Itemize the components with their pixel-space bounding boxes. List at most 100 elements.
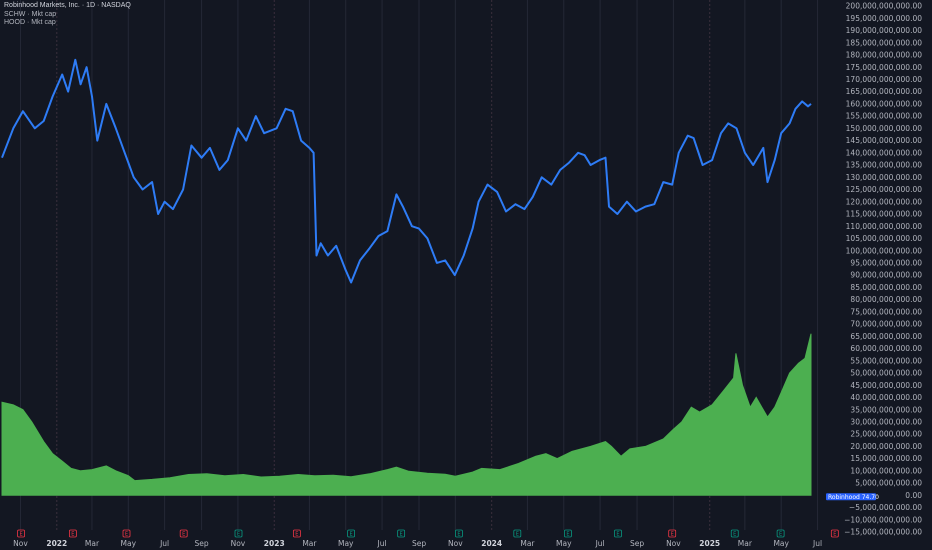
current-value-text: Robinhood 74.70 [828, 494, 879, 501]
y-tick-label: 180,000,000,000.00 [846, 51, 923, 60]
earnings-marker[interactable]: E [17, 529, 25, 538]
earnings-letter: E [566, 532, 569, 538]
earnings-badge [17, 529, 25, 538]
earnings-letter: E [19, 532, 22, 538]
x-tick-label: Mar [738, 539, 753, 548]
earnings-letter: E [616, 532, 619, 538]
earnings-letter: E [71, 532, 74, 538]
earnings-marker[interactable]: E [122, 529, 131, 538]
y-tick-label: 70,000,000,000.00 [850, 320, 922, 329]
earnings-marker[interactable]: E [234, 529, 243, 538]
earnings-badge [292, 529, 301, 538]
y-tick-label: 80,000,000,000.00 [850, 295, 922, 304]
y-tick-label: 45,000,000,000.00 [850, 381, 922, 390]
x-tick-label: May [773, 539, 789, 548]
x-tick-label: Sep [630, 539, 644, 548]
earnings-marker[interactable]: E [668, 529, 677, 538]
chart-legend: Robinhood Markets, Inc. · 1D · NASDAQ SC… [4, 2, 131, 28]
y-tick-label: 170,000,000,000.00 [846, 75, 923, 84]
y-tick-label: 190,000,000,000.00 [846, 26, 923, 35]
current-value-label [826, 493, 876, 501]
legend-series-hood[interactable]: HOOD · Mkt cap [4, 19, 56, 26]
earnings-marker[interactable]: E [830, 529, 839, 538]
earnings-marker[interactable]: E [730, 529, 739, 538]
earnings-marker[interactable]: E [68, 529, 77, 538]
earnings-badge [179, 529, 188, 538]
price-axis[interactable]: 200,000,000,000.00 195,000,000,000.00 190,… [826, 2, 922, 537]
x-tick-label: Jul [377, 539, 387, 548]
x-tick-label: May [121, 539, 137, 548]
y-tick-label: 145,000,000,000.00 [846, 136, 923, 145]
y-tick-label: 20,000,000,000.00 [850, 442, 922, 451]
x-tick-label: 2022 [46, 539, 67, 548]
earnings-letter: E [516, 532, 519, 538]
y-tick-label: −10,000,000,000.00 [844, 515, 922, 524]
earnings-letter: E [833, 532, 836, 538]
y-tick-label: 85,000,000,000.00 [850, 283, 922, 292]
legend-series-schw[interactable]: SCHW · Mkt cap [4, 10, 57, 18]
earnings-badge [122, 529, 131, 538]
earnings-badge [614, 529, 622, 538]
y-tick-label: 35,000,000,000.00 [850, 405, 922, 414]
schw-series [1, 58, 812, 284]
earnings-badge [776, 529, 785, 538]
y-tick-label: 25,000,000,000.00 [850, 430, 922, 439]
earnings-badge [830, 529, 839, 538]
earnings-badge [347, 529, 355, 538]
y-tick-label: 150,000,000,000.00 [846, 124, 923, 133]
earnings-letter: E [182, 532, 185, 538]
earnings-marker[interactable]: E [397, 529, 406, 538]
x-tick-label: Nov [666, 539, 681, 548]
y-tick-label: 50,000,000,000.00 [850, 369, 922, 378]
earnings-marker[interactable]: E [347, 529, 355, 538]
y-tick-label: 15,000,000,000.00 [850, 454, 922, 463]
earnings-marker[interactable]: E [564, 529, 572, 538]
y-tick-label: 200,000,000,000.00 [846, 2, 923, 11]
x-tick-label: Sep [194, 539, 208, 548]
x-tick-label: May [338, 539, 354, 548]
earnings-letter: E [295, 532, 298, 538]
x-tick-label: Jul [595, 539, 605, 548]
earnings-letter: E [237, 532, 240, 538]
y-tick-label: −5,000,000,000.00 [849, 503, 922, 512]
y-tick-label: 40,000,000,000.00 [850, 393, 922, 402]
earnings-marker[interactable]: E [455, 529, 463, 538]
y-tick-label: 90,000,000,000.00 [850, 271, 922, 280]
y-tick-label: 130,000,000,000.00 [846, 173, 923, 182]
y-tick-label: 140,000,000,000.00 [846, 148, 923, 157]
y-tick-label: −15,000,000,000.00 [844, 528, 922, 537]
earnings-marker[interactable]: E [179, 529, 188, 538]
y-tick-label: 175,000,000,000.00 [846, 63, 923, 72]
earnings-badge [513, 529, 522, 538]
earnings-letter: E [671, 532, 674, 538]
y-tick-label: 125,000,000,000.00 [846, 185, 923, 194]
y-tick-label: 105,000,000,000.00 [846, 234, 923, 243]
y-tick-label: 5,000,000,000.00 [855, 479, 922, 488]
earnings-marker[interactable]: E [513, 529, 522, 538]
earnings-badge [668, 529, 677, 538]
earnings-badge [234, 529, 243, 538]
x-tick-label: Nov [448, 539, 463, 548]
earnings-letter: E [779, 532, 782, 538]
earnings-marker[interactable]: E [776, 529, 785, 538]
y-tick-label: 10,000,000,000.00 [850, 466, 922, 475]
y-tick-label: 195,000,000,000.00 [846, 14, 923, 23]
x-tick-label: Nov [13, 539, 28, 548]
earnings-marker[interactable]: E [292, 529, 301, 538]
earnings-letter: E [400, 532, 403, 538]
legend-title: Robinhood Markets, Inc. · 1D · NASDAQ [4, 2, 131, 9]
earnings-badge [564, 529, 572, 538]
schw-line [1, 58, 812, 284]
y-tick-label: 100,000,000,000.00 [846, 246, 923, 255]
y-tick-label: 155,000,000,000.00 [846, 112, 923, 121]
earnings-letter: E [350, 532, 353, 538]
x-tick-label: Mar [85, 539, 100, 548]
earnings-badge [730, 529, 739, 538]
y-tick-label: 95,000,000,000.00 [850, 258, 922, 267]
earnings-badge [68, 529, 77, 538]
time-axis[interactable]: Nov 2022 Mar May Jul Sep Nov 2023 Mar May Jul Sep No… [13, 539, 822, 548]
y-tick-label: 135,000,000,000.00 [846, 161, 923, 170]
earnings-marker[interactable]: E [614, 529, 622, 538]
